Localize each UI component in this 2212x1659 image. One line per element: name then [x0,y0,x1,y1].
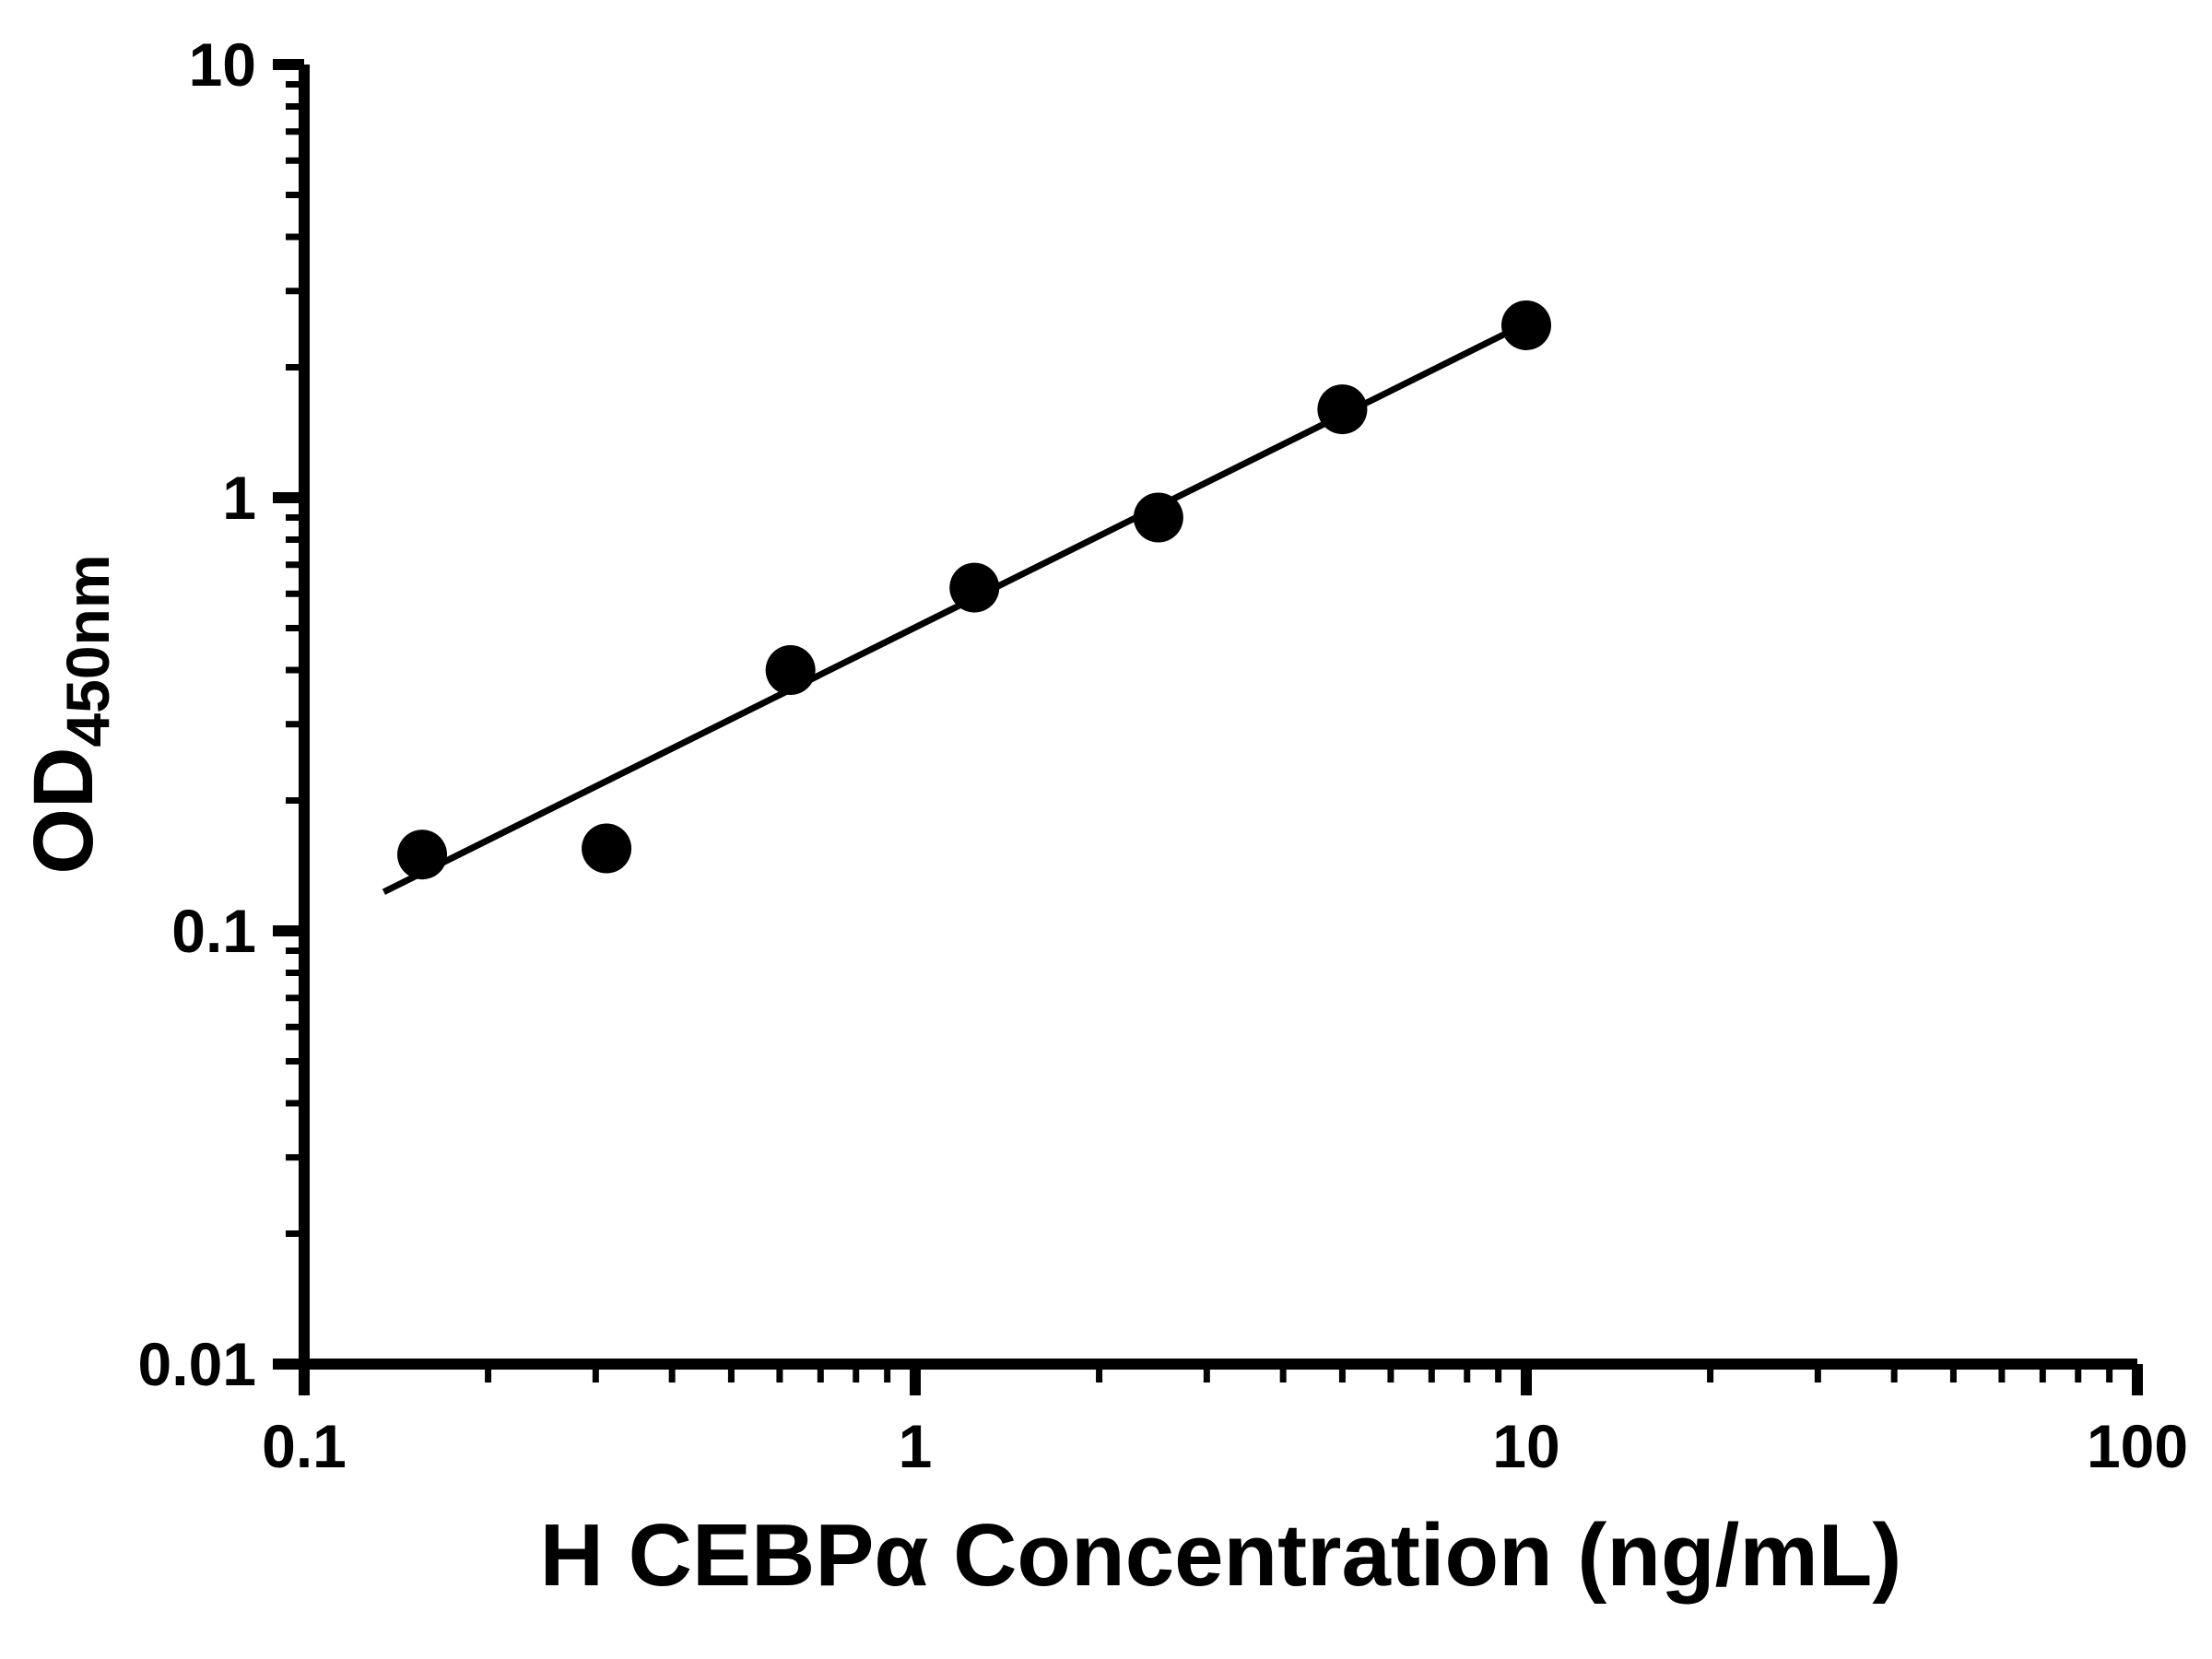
data-point [1501,300,1551,350]
data-point [397,830,448,880]
x-tick-label: 0.1 [262,1412,347,1480]
y-axis-title: OD450nm [17,554,122,874]
x-tick-label: 10 [1492,1412,1559,1480]
y-tick-label: 0.01 [138,1330,256,1398]
axes [299,65,2137,1370]
data-point [949,562,1000,613]
data-point [1317,384,1368,435]
data-point [765,645,816,696]
y-tick-label: 10 [189,30,256,99]
minor-ticks [286,81,2113,1382]
data-point [1133,492,1183,543]
y-tick-label: 1 [222,464,256,532]
major-ticks [273,59,2143,1395]
x-tick-label: 100 [2087,1412,2188,1480]
y-tick-label: 0.1 [171,897,256,965]
data-point [582,823,632,874]
data-points [397,300,1551,880]
x-axis-title: H CEBPα Concentration (ng/mL) [540,1506,1902,1605]
y-axis-title-main: OD [17,747,111,875]
x-tick-label: 1 [899,1412,933,1480]
y-axis-title-sub: 450nm [53,554,122,747]
